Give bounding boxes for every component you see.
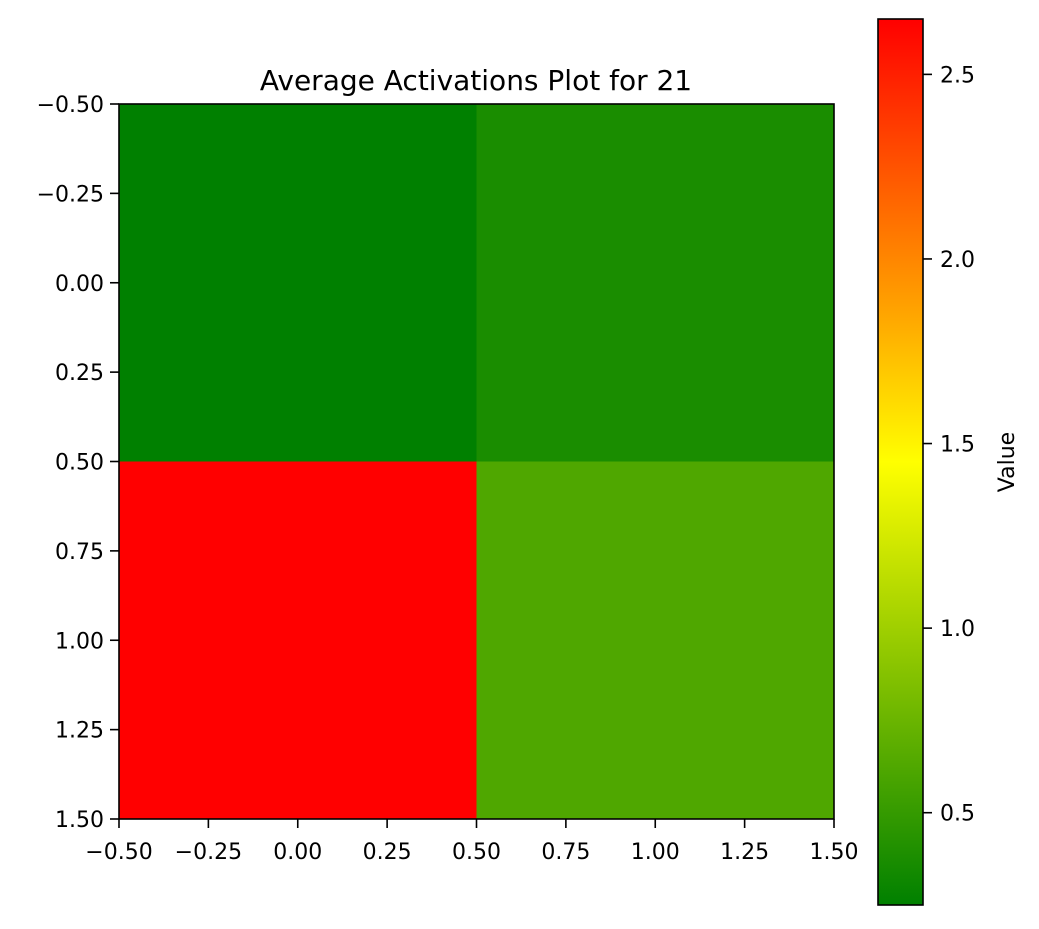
chart-title: Average Activations Plot for 21: [260, 64, 692, 97]
y-tick-label: −0.25: [37, 182, 104, 207]
y-tick-label: 0.75: [55, 540, 104, 565]
x-tick-label: 1.25: [720, 840, 769, 865]
y-tick-label: 0.25: [55, 361, 104, 386]
y-tick-label: 1.25: [55, 719, 104, 744]
x-tick-label: 1.50: [810, 840, 859, 865]
x-tick-label: 1.00: [631, 840, 680, 865]
colorbar-axis: 0.5 1.0 1.5 2.0 2.5: [923, 63, 975, 827]
x-tick-label: −0.50: [85, 840, 152, 865]
x-tick-label: 0.75: [541, 840, 590, 865]
colorbar: [877, 18, 924, 906]
x-tick-label: 0.50: [452, 840, 501, 865]
heatmap-cell-r1-c1: [476, 461, 834, 819]
y-tick-label: 1.00: [55, 629, 104, 654]
y-tick-label: −0.50: [37, 93, 104, 118]
x-axis: −0.50 −0.25 0.00 0.25 0.50 0.75 1.00 1.25 1.50: [85, 819, 858, 865]
colorbar-tick-label: 2.5: [940, 63, 975, 88]
y-axis: −0.50 −0.25 0.00 0.25 0.50 0.75 1.00 1.25 1.50: [37, 93, 119, 833]
heatmap-cell-r1-c0: [119, 461, 477, 819]
y-tick-label: 0.00: [55, 272, 104, 297]
x-tick-label: 0.00: [273, 840, 322, 865]
y-tick-label: 1.50: [55, 808, 104, 833]
colorbar-tick-label: 1.0: [940, 617, 975, 642]
colorbar-tick-label: 1.5: [940, 433, 975, 458]
x-tick-label: 0.25: [363, 840, 412, 865]
colorbar-tick-label: 0.5: [940, 802, 975, 827]
heatmap-cells: [119, 104, 834, 819]
colorbar-tick-label: 2.0: [940, 248, 975, 273]
x-tick-label: −0.25: [175, 840, 242, 865]
colorbar-label: Value: [995, 432, 1020, 492]
y-tick-label: 0.50: [55, 451, 104, 476]
heatmap-cell-r0-c1: [476, 104, 834, 462]
heatmap-cell-r0-c0: [119, 104, 477, 462]
